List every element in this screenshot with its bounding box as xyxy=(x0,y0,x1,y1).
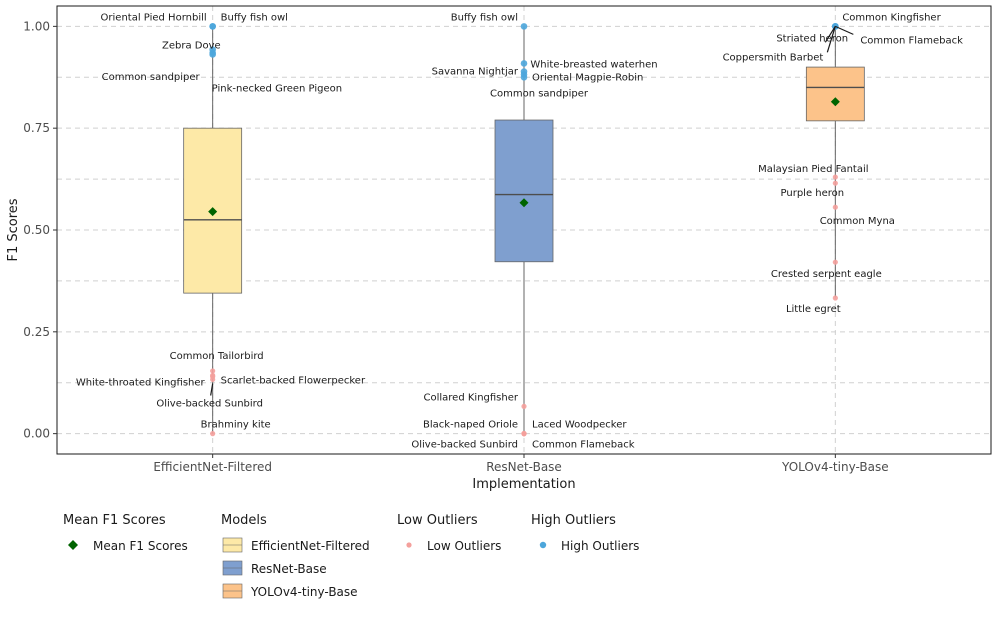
legend-model-item-resnet: ResNet-Base xyxy=(222,560,327,576)
point-labels: Common Tailorbird White-throated Kingfish… xyxy=(76,12,963,450)
legend-low-label: Low Outliers xyxy=(427,539,501,553)
legend-mean-label: Mean F1 Scores xyxy=(93,539,188,553)
low-outlier-point xyxy=(832,180,838,186)
high-outlier-point xyxy=(520,23,528,30)
legend-models-title: Models xyxy=(221,513,267,528)
x-axis-title: Implementation xyxy=(472,477,575,492)
low-outlier-point xyxy=(210,431,216,437)
low-outlier-point xyxy=(832,204,838,210)
low-outlier-label: Olive-backed Sunbird xyxy=(156,398,263,409)
high-outlier-label: Striated heron xyxy=(776,33,848,44)
legend-mean-item: Mean F1 Scores xyxy=(68,539,188,553)
box-2 xyxy=(805,26,865,298)
low-outlier-label: Purple heron xyxy=(781,188,845,199)
low-outlier-label: Common Myna xyxy=(820,216,895,227)
boxes xyxy=(183,26,865,434)
high-outlier-point xyxy=(520,60,528,67)
high-outlier-point xyxy=(209,51,216,58)
high-outlier-label: Savanna Nightjar xyxy=(432,67,519,78)
label-leader-line xyxy=(210,383,214,396)
mean-marker xyxy=(830,97,840,107)
low-outlier-point xyxy=(832,174,838,180)
legend-model-label-yolo: YOLOv4-tiny-Base xyxy=(250,585,358,599)
legend-high-marker xyxy=(539,541,547,549)
high-outlier-label: Common sandpiper xyxy=(102,72,201,83)
legend-model-item-efficientnet: EfficientNet-Filtered xyxy=(222,537,370,553)
high-outlier-label: Common sandpiper xyxy=(490,88,589,99)
label-leader-line xyxy=(835,25,854,35)
x-tick-label: ResNet-Base xyxy=(486,460,562,474)
legend-high-title: High Outliers xyxy=(531,513,616,528)
low-outlier-label: Malaysian Pied Fantail xyxy=(758,164,868,175)
low-outlier-label: White-throated Kingfisher xyxy=(76,377,206,388)
y-tick-label: 0.50 xyxy=(23,223,50,237)
high-outlier-label: Oriental Pied Hornbill xyxy=(101,12,207,23)
low-outlier-label: Black-naped Oriole xyxy=(423,420,518,431)
low-outlier-label: Crested serpent eagle xyxy=(771,269,882,280)
legend-low-title: Low Outliers xyxy=(397,513,478,528)
high-outlier-point xyxy=(520,73,528,81)
high-outlier-point xyxy=(209,23,216,30)
box-1 xyxy=(494,26,554,434)
high-outlier-label: Buffy fish owl xyxy=(451,12,518,23)
box-body xyxy=(494,119,554,263)
y-axis-ticks: 0.00 0.25 0.50 0.75 1.00 xyxy=(23,19,57,441)
legend: Mean F1 Scores Mean F1 Scores Models Eff… xyxy=(63,513,639,599)
legend-model-label-resnet: ResNet-Base xyxy=(251,562,327,576)
low-outlier-point xyxy=(521,403,527,409)
y-tick-label: 1.00 xyxy=(23,19,50,33)
low-outlier-label: Olive-backed Sunbird xyxy=(411,440,518,451)
legend-high-item: High Outliers xyxy=(539,539,639,553)
low-outlier-label: Common Flameback xyxy=(532,440,635,451)
high-outlier-label: Common Flameback xyxy=(860,35,963,46)
x-axis-ticks: EfficientNet-Filtered ResNet-Base YOLOv4-t… xyxy=(153,454,889,474)
low-outlier-label: Laced Woodpecker xyxy=(532,420,627,431)
low-outlier-point xyxy=(832,295,838,301)
y-tick-label: 0.25 xyxy=(23,325,50,339)
mean-marker xyxy=(519,198,529,208)
y-tick-label: 0.75 xyxy=(23,121,50,135)
high-outlier-label: Common Kingfisher xyxy=(842,12,941,23)
x-tick-label: EfficientNet-Filtered xyxy=(153,460,272,474)
legend-mean-title: Mean F1 Scores xyxy=(63,513,166,528)
legend-low-marker xyxy=(406,542,412,548)
low-outlier-label: Common Tailorbird xyxy=(170,351,264,362)
high-outlier-label: Coppersmith Barbet xyxy=(723,52,824,63)
y-tick-label: 0.00 xyxy=(23,427,50,441)
label-leader-line xyxy=(824,26,836,43)
high-outlier-label: Zebra Dove xyxy=(162,41,221,52)
high-outlier-label: White-breasted waterhen xyxy=(530,59,657,70)
high-outlier-label: Oriental Magpie-Robin xyxy=(532,72,643,83)
legend-low-item: Low Outliers xyxy=(406,539,501,553)
low-outlier-point xyxy=(832,259,838,265)
label-leader-line xyxy=(826,26,836,53)
low-outlier-point xyxy=(210,368,216,374)
y-axis-title: F1 Scores xyxy=(6,198,21,261)
low-outlier-point xyxy=(521,431,527,437)
legend-model-item-yolo: YOLOv4-tiny-Base xyxy=(222,583,358,599)
high-outlier-label: Buffy fish owl xyxy=(221,12,288,23)
low-outlier-point xyxy=(210,376,216,383)
low-outlier-label: Little egret xyxy=(786,304,841,315)
low-outlier-label: Collared Kingfisher xyxy=(424,392,519,403)
high-outlier-label: Pink-necked Green Pigeon xyxy=(212,83,342,94)
low-outlier-label: Scarlet-backed Flowerpecker xyxy=(221,376,366,387)
mean-marker xyxy=(208,207,218,217)
x-tick-label: YOLOv4-tiny-Base xyxy=(781,460,889,474)
legend-model-label-efficientnet: EfficientNet-Filtered xyxy=(251,539,370,553)
low-outlier-label: Brahminy kite xyxy=(201,420,271,431)
box-body xyxy=(805,66,865,122)
legend-mean-marker xyxy=(68,540,78,550)
legend-high-label: High Outliers xyxy=(561,539,639,553)
